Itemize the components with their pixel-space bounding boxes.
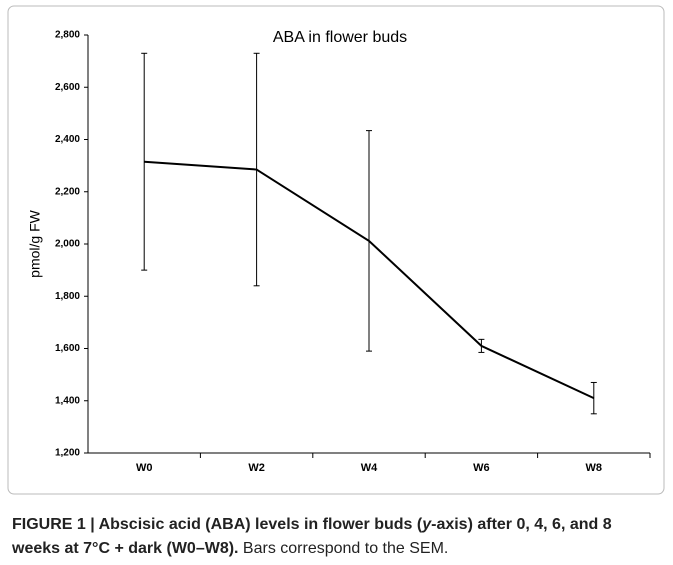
caption-text: Bars correspond to the SEM. [238,540,449,557]
chart: ABA in flower buds pmol/g FW 1,200 1,400 1… [7,5,665,495]
y-axis-label: pmol/g FW [27,209,43,277]
chart-title: ABA in flower buds [273,29,407,46]
y-tick-label: 2,200 [55,186,80,197]
y-tick-label: 2,000 [55,239,80,250]
y-tick-label: 2,800 [55,30,80,41]
x-tick-label: W2 [248,462,265,474]
figure-frame [7,5,665,495]
caption: FIGURE 1 | Abscisic acid (ABA) levels in… [12,513,664,561]
caption-part: -axis) after 0, 4, 6, and 8 weeks at 7°C… [12,516,612,557]
x-tick-label: W4 [361,462,378,474]
x-tick-label: W6 [473,462,490,474]
y-tick-label: 1,400 [55,395,80,406]
y-tick-label: 2,400 [55,134,80,145]
caption-part: FIGURE 1 | Abscisic acid (ABA) levels in… [12,516,423,533]
y-tick-label: 2,600 [55,82,80,93]
caption-bold: FIGURE 1 | Abscisic acid (ABA) levels in… [12,516,612,557]
y-tick-label: 1,800 [55,291,80,302]
y-tick-label: 1,600 [55,343,80,354]
x-tick-label: W0 [136,462,153,474]
line [144,160,595,400]
y-tick-label: 1,200 [55,448,80,459]
caption-italic: y [422,516,432,533]
x-tick-label: W8 [586,462,603,474]
